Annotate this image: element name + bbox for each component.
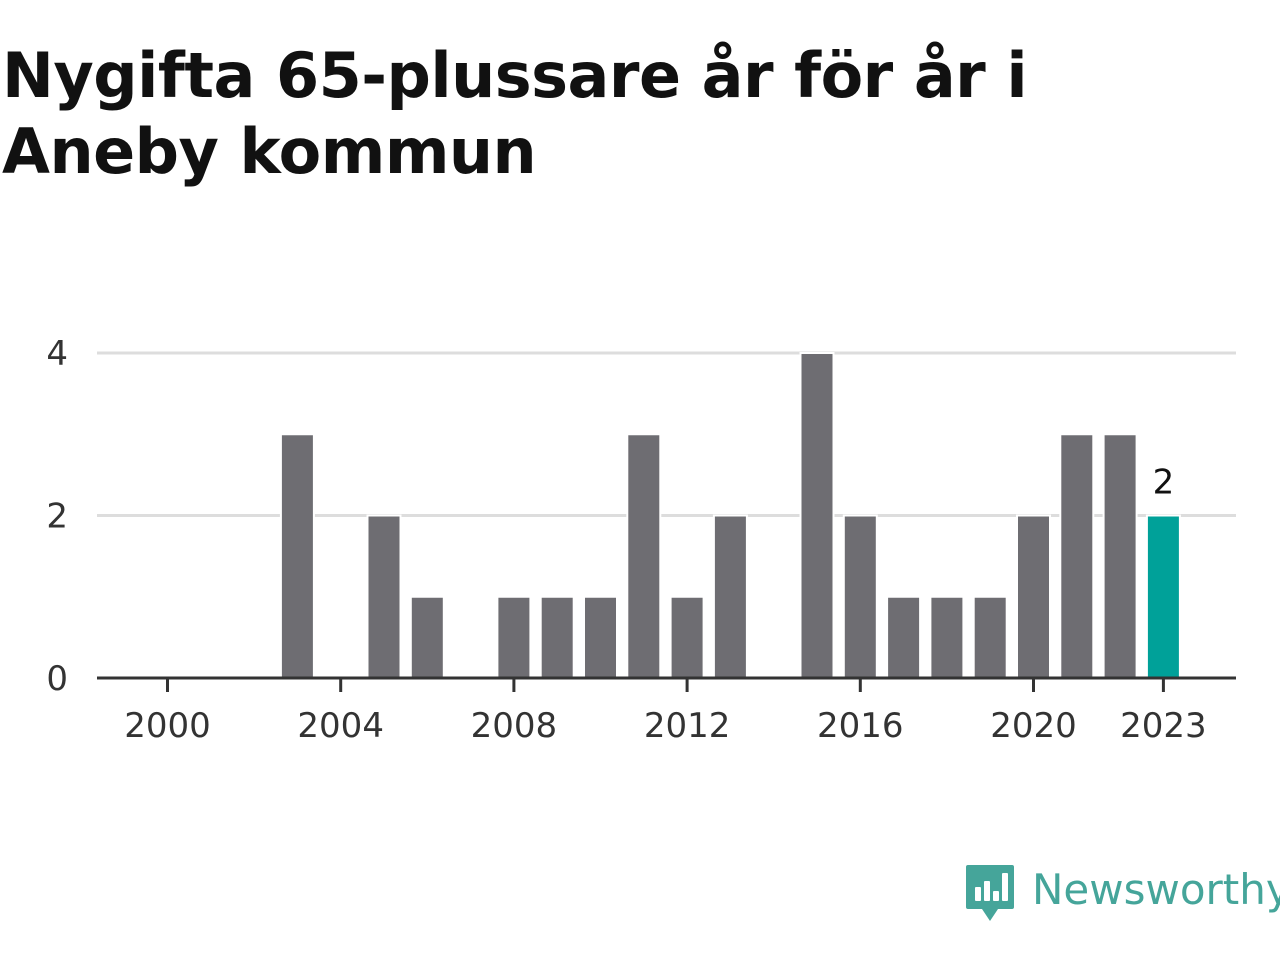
- bar: [279, 433, 315, 679]
- y-tick-label: 0: [46, 659, 68, 699]
- x-tick-label: 2023: [1120, 706, 1207, 746]
- bar: [626, 433, 662, 679]
- bar: [799, 352, 835, 679]
- bars: [279, 352, 1181, 679]
- bar: [842, 514, 878, 679]
- bar: [1102, 433, 1138, 679]
- bar: [972, 595, 1008, 679]
- bar: [1016, 514, 1051, 679]
- bar: [409, 595, 445, 679]
- x-tick-label: 2016: [817, 706, 904, 746]
- brand-logo: Newsworthy: [964, 862, 1280, 926]
- bar: [886, 595, 922, 679]
- newsworthy-logo-icon: [966, 865, 1014, 921]
- x-tick-label: 2012: [644, 706, 731, 746]
- y-axis: 0 2 4: [46, 334, 68, 699]
- bar: [366, 514, 402, 679]
- x-axis: 2000 2004 2008 2012 2016 2020 2023: [97, 676, 1236, 746]
- x-tick-label: 2004: [297, 706, 384, 746]
- x-tick-label: 2020: [990, 706, 1077, 746]
- bar: [712, 514, 748, 679]
- bar-highlight: [1145, 514, 1181, 679]
- bar: [669, 595, 705, 679]
- x-tick-label: 2008: [471, 706, 558, 746]
- bar: [583, 595, 618, 679]
- y-tick-label: 4: [46, 334, 68, 374]
- bar: [1059, 433, 1095, 679]
- chart-title: Nygifta 65-plussare år för år i Aneby ko…: [2, 39, 1028, 188]
- bar: [929, 595, 965, 679]
- bar-value-label: 2: [1153, 463, 1175, 503]
- bar: [496, 595, 532, 679]
- data-labels: 2: [1153, 463, 1175, 503]
- y-tick-label: 2: [46, 497, 68, 537]
- x-tick-label: 2000: [124, 706, 211, 746]
- bar: [539, 595, 575, 679]
- brand-name: Newsworthy: [1032, 864, 1280, 914]
